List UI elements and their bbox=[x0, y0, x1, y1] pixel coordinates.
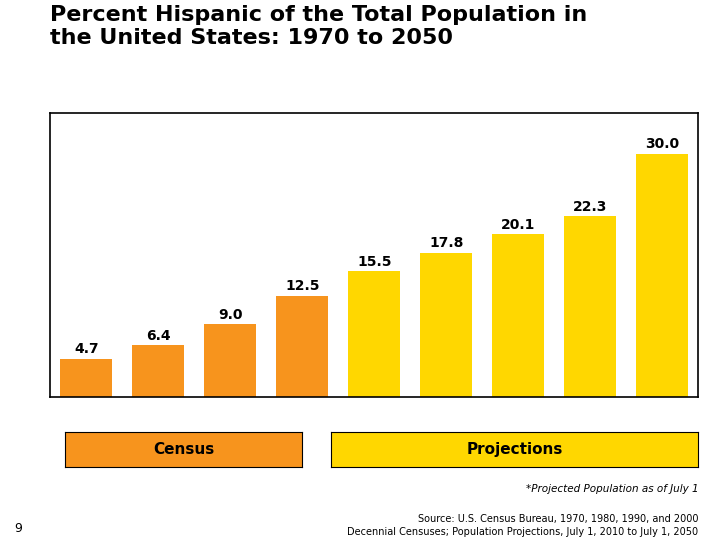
Bar bbox=[276, 296, 328, 397]
Text: *Projected Population as of July 1: *Projected Population as of July 1 bbox=[526, 484, 698, 494]
Text: Census: Census bbox=[153, 442, 215, 457]
Text: 9: 9 bbox=[14, 522, 22, 535]
Text: 15.5: 15.5 bbox=[357, 255, 392, 269]
Text: 20.1: 20.1 bbox=[501, 218, 536, 232]
Text: 22.3: 22.3 bbox=[573, 200, 608, 214]
Text: 6.4: 6.4 bbox=[146, 329, 171, 342]
Text: 17.8: 17.8 bbox=[429, 237, 464, 250]
Text: Percent Hispanic of the Total Population in
the United States: 1970 to 2050: Percent Hispanic of the Total Population… bbox=[50, 5, 588, 48]
Text: Projections: Projections bbox=[467, 442, 563, 457]
Bar bbox=[348, 271, 400, 397]
Bar bbox=[420, 253, 472, 397]
Bar bbox=[204, 324, 256, 397]
Text: 30.0: 30.0 bbox=[645, 138, 680, 151]
Text: 9.0: 9.0 bbox=[218, 308, 243, 321]
Text: 4.7: 4.7 bbox=[74, 342, 99, 356]
Text: Source: U.S. Census Bureau, 1970, 1980, 1990, and 2000
Decennial Censuses; Popul: Source: U.S. Census Bureau, 1970, 1980, … bbox=[347, 514, 698, 537]
Text: 12.5: 12.5 bbox=[285, 279, 320, 293]
Bar bbox=[636, 154, 688, 397]
Bar bbox=[564, 216, 616, 397]
Bar bbox=[60, 359, 112, 397]
Bar bbox=[132, 345, 184, 397]
Bar bbox=[492, 234, 544, 397]
